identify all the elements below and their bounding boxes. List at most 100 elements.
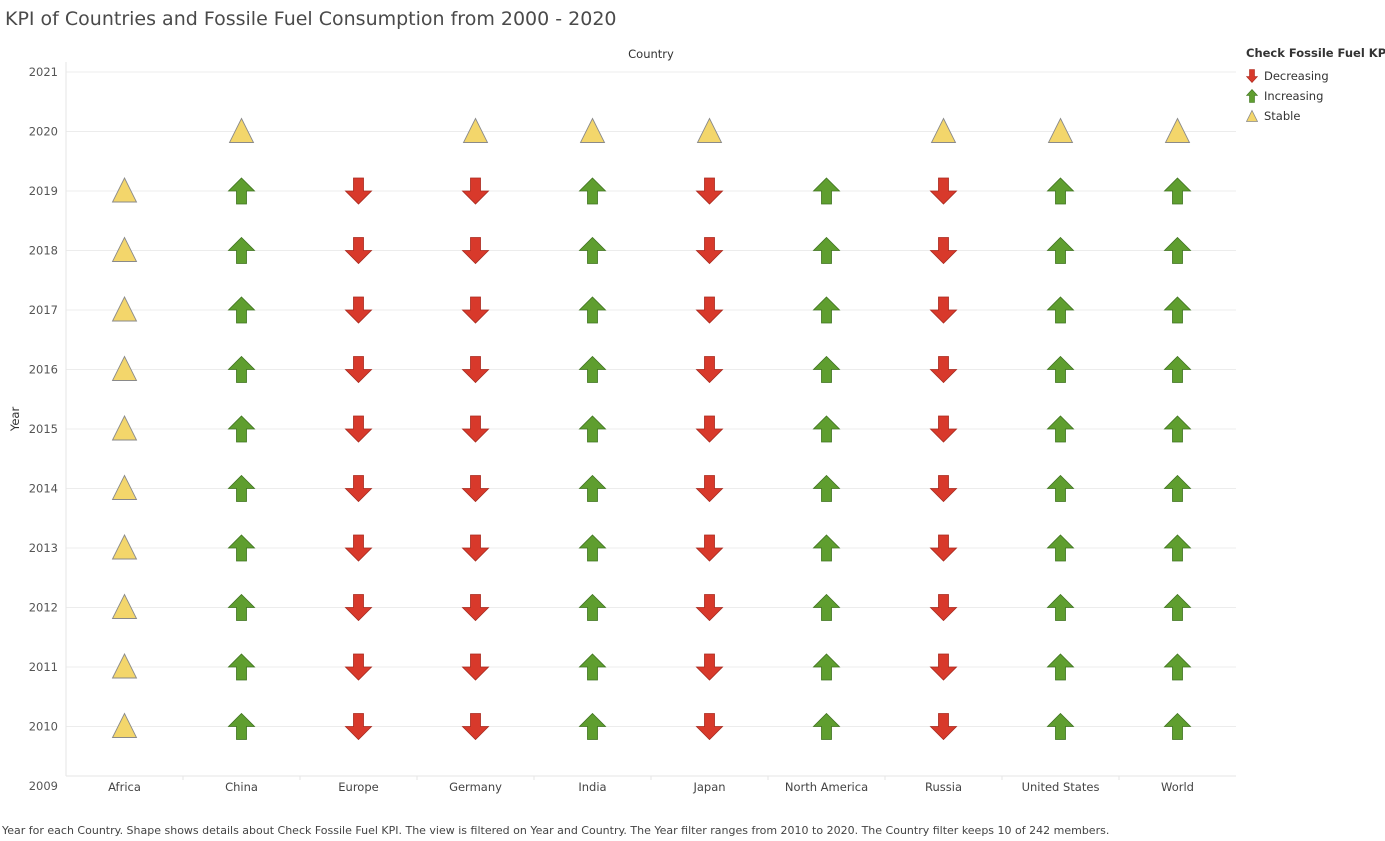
mark-stable [111, 414, 138, 441]
legend-label-stable: Stable [1264, 109, 1301, 123]
mark-decreasing [344, 415, 373, 443]
y-tick-label: 2014 [29, 482, 58, 496]
mark-increasing [812, 474, 841, 502]
legend[interactable]: Check Fossile Fuel KPI Decreasing Increa… [1246, 46, 1385, 126]
mark-increasing [812, 177, 841, 205]
mark-increasing [227, 653, 256, 681]
kpi-chart: Country Year 2009 2010 2011 2012 2013 2014 2015 2… [8, 47, 1236, 794]
mark-increasing [812, 712, 841, 740]
mark-decreasing [929, 475, 958, 503]
triangle-icon [1246, 109, 1258, 122]
mark-increasing [578, 355, 607, 383]
mark-stable [1047, 117, 1074, 143]
mark-stable [696, 117, 723, 143]
y-tick-label: 2015 [29, 422, 58, 436]
mark-increasing [1163, 534, 1192, 562]
mark-increasing [1163, 296, 1192, 324]
mark-decreasing [461, 237, 490, 265]
mark-stable [111, 355, 138, 381]
mark-decreasing [695, 534, 724, 562]
mark-decreasing [344, 534, 373, 562]
mark-stable [579, 117, 606, 143]
mark-stable [111, 712, 138, 738]
mark-decreasing [929, 713, 958, 741]
mark-increasing [1046, 534, 1075, 562]
mark-decreasing [929, 237, 958, 265]
y-tick-label: 2020 [29, 125, 58, 139]
y-tick-label: 2018 [29, 244, 58, 258]
mark-decreasing [929, 653, 958, 681]
x-tick-label: India [578, 780, 606, 794]
mark-increasing [1163, 236, 1192, 264]
mark-increasing [1046, 355, 1075, 383]
y-tick-label: 2013 [29, 541, 58, 555]
legend-item-increasing[interactable]: Increasing [1246, 86, 1385, 106]
x-tick-label: Germany [449, 780, 502, 794]
mark-increasing [1046, 236, 1075, 264]
mark-decreasing [929, 415, 958, 443]
mark-increasing [1046, 296, 1075, 324]
mark-decreasing [344, 475, 373, 503]
mark-decreasing [695, 177, 724, 205]
mark-decreasing [695, 594, 724, 622]
mark-decreasing [344, 713, 373, 741]
mark-increasing [1163, 415, 1192, 443]
mark-increasing [812, 593, 841, 621]
mark-stable [111, 295, 138, 322]
mark-stable [111, 474, 138, 500]
mark-increasing [1046, 415, 1075, 443]
mark-stable [228, 117, 255, 143]
caption: Year for each Country. Shape shows detai… [2, 824, 1110, 837]
mark-decreasing [929, 534, 958, 562]
mark-decreasing [344, 653, 373, 681]
legend-label-decreasing: Decreasing [1264, 69, 1329, 83]
mark-increasing [578, 474, 607, 502]
mark-decreasing [344, 594, 373, 622]
mark-increasing [1163, 355, 1192, 383]
legend-item-decreasing[interactable]: Decreasing [1246, 66, 1385, 86]
mark-increasing [578, 236, 607, 264]
mark-decreasing [461, 713, 490, 741]
mark-stable [111, 236, 138, 262]
x-tick-label: World [1161, 780, 1194, 794]
y-tick-label: 2016 [29, 363, 58, 377]
mark-increasing [1046, 653, 1075, 681]
mark-increasing [812, 296, 841, 324]
x-tick-label: United States [1022, 780, 1100, 794]
mark-decreasing [461, 594, 490, 622]
mark-decreasing [929, 356, 958, 384]
x-tick-label: Africa [108, 780, 141, 794]
mark-increasing [812, 355, 841, 383]
mark-decreasing [695, 237, 724, 265]
mark-decreasing [461, 415, 490, 443]
legend-title: Check Fossile Fuel KPI [1246, 46, 1385, 60]
y-tick-label: 2021 [29, 65, 58, 79]
mark-increasing [578, 593, 607, 621]
y-tick-label: 2017 [29, 303, 58, 317]
mark-stable [111, 652, 138, 679]
mark-decreasing [929, 594, 958, 622]
mark-increasing [1163, 474, 1192, 502]
mark-decreasing [461, 534, 490, 562]
mark-decreasing [461, 475, 490, 503]
mark-increasing [227, 712, 256, 740]
mark-decreasing [344, 296, 373, 324]
mark-increasing [812, 415, 841, 443]
y-axis-title: Year [8, 407, 22, 433]
chart-title: KPI of Countries and Fossile Fuel Consum… [5, 8, 617, 30]
mark-increasing [1046, 474, 1075, 502]
mark-decreasing [695, 713, 724, 741]
mark-increasing [1163, 593, 1192, 621]
mark-decreasing [695, 415, 724, 443]
mark-increasing [227, 534, 256, 562]
mark-increasing [578, 653, 607, 681]
legend-item-stable[interactable]: Stable [1246, 106, 1385, 126]
mark-decreasing [695, 296, 724, 324]
mark-stable [930, 117, 957, 143]
mark-increasing [227, 474, 256, 502]
x-tick-label: China [225, 780, 258, 794]
mark-decreasing [461, 296, 490, 324]
mark-increasing [1046, 177, 1075, 205]
y-tick-label: 2009 [29, 779, 58, 793]
mark-decreasing [461, 356, 490, 384]
